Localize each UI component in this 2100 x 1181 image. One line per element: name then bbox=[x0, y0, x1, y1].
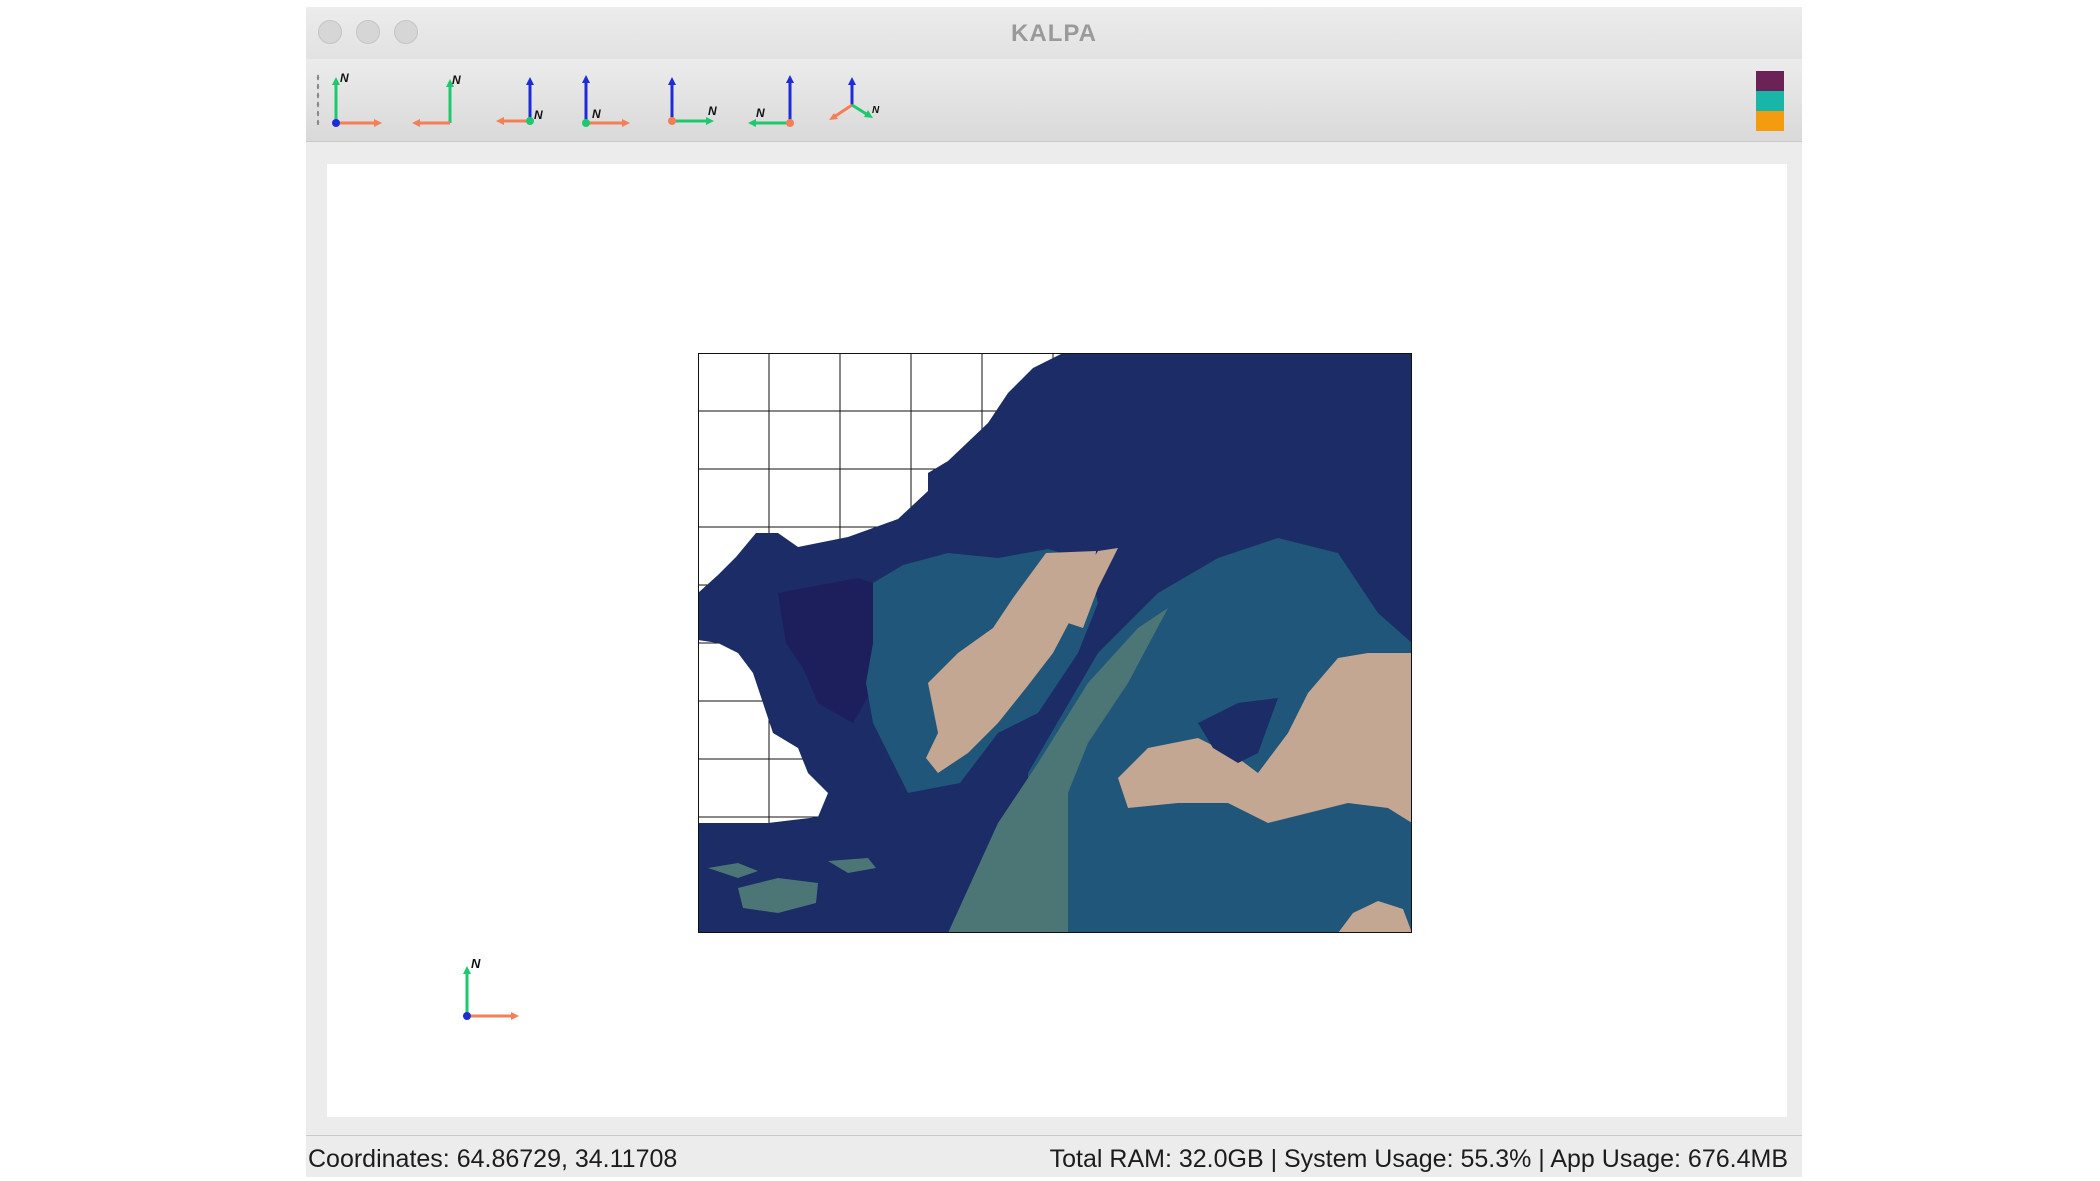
svg-text:N: N bbox=[340, 71, 349, 85]
memory-usage-readout: Total RAM: 32.0GB | System Usage: 55.3% … bbox=[1049, 1145, 1788, 1173]
view-3d-button[interactable]: N bbox=[822, 71, 888, 133]
orientation-compass-icon: N bbox=[463, 956, 519, 1020]
app-window: KALPA N N bbox=[306, 7, 1802, 1177]
view-north-right-button[interactable]: N bbox=[572, 71, 638, 133]
close-window-button[interactable] bbox=[318, 20, 342, 44]
minimize-window-button[interactable] bbox=[356, 20, 380, 44]
view-north-up-button[interactable]: N bbox=[322, 71, 388, 133]
land-southeast bbox=[1338, 901, 1412, 933]
shelf-band bbox=[948, 608, 1168, 933]
svg-text:N: N bbox=[452, 73, 461, 87]
view-north-down-icon: N bbox=[496, 77, 543, 125]
shoal-central bbox=[828, 858, 876, 873]
view-west-icon: N bbox=[748, 75, 794, 127]
island-east bbox=[1118, 653, 1412, 823]
toolbar: N N N bbox=[306, 59, 1802, 142]
ridge-land-north bbox=[1068, 548, 1118, 628]
purple-swatch[interactable] bbox=[1756, 71, 1784, 91]
ridge-land bbox=[926, 551, 1096, 773]
svg-text:N: N bbox=[534, 108, 543, 122]
orange-swatch[interactable] bbox=[1756, 111, 1784, 131]
title-bar: KALPA bbox=[306, 7, 1802, 59]
view-east-icon: N bbox=[668, 77, 717, 125]
inner-deep-east bbox=[1198, 698, 1278, 763]
bathymetry-map[interactable] bbox=[698, 353, 1412, 933]
svg-text:N: N bbox=[471, 956, 481, 971]
color-swatch-stack bbox=[1756, 71, 1784, 131]
toolbar-grip-handle[interactable] bbox=[316, 73, 320, 125]
view-north-up-icon: N bbox=[332, 71, 382, 127]
status-bar: Coordinates: 64.86729, 34.11708 Total RA… bbox=[306, 1135, 1802, 1177]
teal-swatch[interactable] bbox=[1756, 91, 1784, 111]
map-canvas[interactable]: N bbox=[327, 164, 1787, 1117]
view-north-down-button[interactable]: N bbox=[490, 71, 556, 133]
zoom-window-button[interactable] bbox=[394, 20, 418, 44]
svg-text:N: N bbox=[708, 104, 717, 118]
view-east-button[interactable]: N bbox=[658, 71, 724, 133]
shoal-southwest bbox=[738, 878, 818, 913]
basin-dark-area bbox=[778, 578, 893, 723]
view-west-button[interactable]: N bbox=[742, 71, 808, 133]
deep-bottom-strip bbox=[698, 913, 868, 933]
view-north-left-button[interactable]: N bbox=[408, 71, 474, 133]
view-north-left-icon: N bbox=[412, 73, 461, 127]
shoal-west bbox=[708, 863, 758, 878]
view-north-right-icon: N bbox=[582, 75, 630, 127]
svg-text:N: N bbox=[872, 105, 880, 116]
view-3d-icon: N bbox=[829, 77, 880, 120]
coordinates-readout: Coordinates: 64.86729, 34.11708 bbox=[308, 1145, 678, 1173]
svg-text:N: N bbox=[592, 107, 601, 121]
window-title: KALPA bbox=[1011, 20, 1097, 47]
map-frame bbox=[698, 353, 1412, 933]
svg-text:N: N bbox=[756, 106, 765, 120]
